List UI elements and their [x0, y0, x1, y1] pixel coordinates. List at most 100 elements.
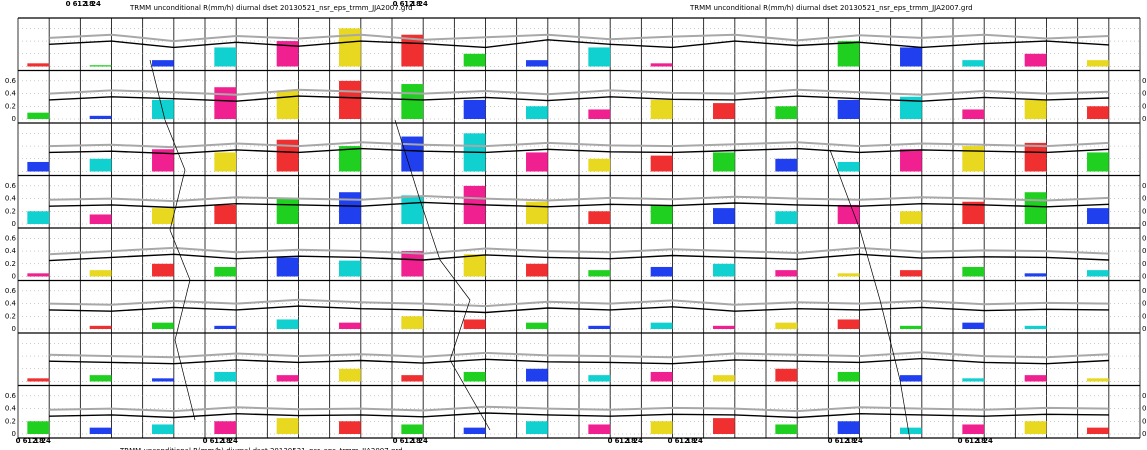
bar [838, 162, 860, 172]
bar [1087, 208, 1109, 224]
bar [775, 369, 797, 382]
bar [526, 323, 548, 329]
bar [214, 372, 236, 382]
x-tick-label: 0 [608, 437, 613, 445]
y-tick-label: 0.6 [1142, 182, 1147, 190]
bar [1025, 326, 1047, 329]
bar [775, 106, 797, 119]
x-tick-label: 0 [393, 0, 398, 8]
x-tick-label: 0 [668, 437, 673, 445]
x-tick-label: 0 [958, 437, 963, 445]
bar [27, 63, 49, 66]
bar [588, 424, 610, 434]
bar [775, 159, 797, 172]
bar [214, 326, 236, 329]
bar [90, 65, 112, 66]
page: TRMM unconditional R(mm/h) diurnal dset … [0, 0, 1147, 450]
bar [713, 418, 735, 434]
y-tick-label: 0 [12, 325, 16, 333]
y-tick-label: 0.4 [1142, 195, 1147, 203]
bar [962, 323, 984, 329]
bar [401, 375, 423, 381]
y-tick-label: 0 [1142, 273, 1146, 281]
bar [339, 81, 361, 119]
bar [838, 205, 860, 224]
bar [713, 208, 735, 224]
y-tick-label: 0.4 [1142, 247, 1147, 255]
bar [464, 428, 486, 434]
bar [214, 205, 236, 224]
bar [900, 326, 922, 329]
bar [588, 326, 610, 329]
bar [277, 319, 299, 329]
bar [339, 323, 361, 329]
y-tick-label: 0.6 [5, 77, 17, 85]
x-tick-label: 24 [983, 437, 993, 445]
bar [401, 84, 423, 119]
y-tick-label: 0.6 [5, 287, 17, 295]
bar [1087, 378, 1109, 381]
bar [27, 162, 49, 172]
y-tick-label: 0 [1142, 430, 1146, 438]
y-tick-label: 0.2 [1142, 207, 1147, 215]
y-tick-label: 0.4 [5, 300, 17, 308]
y-tick-label: 0.2 [1142, 260, 1147, 268]
bar [838, 100, 860, 119]
y-tick-label: 0 [1142, 325, 1146, 333]
bar [526, 264, 548, 277]
bar [277, 418, 299, 434]
y-tick-label: 0.2 [5, 102, 16, 110]
bar [900, 270, 922, 276]
y-tick-label: 0.2 [5, 417, 16, 425]
bar [838, 319, 860, 329]
bar [152, 424, 174, 434]
bar [1025, 143, 1047, 172]
bar [526, 369, 548, 382]
y-tick-label: 0.4 [5, 405, 17, 413]
bar [1025, 100, 1047, 119]
bar [152, 378, 174, 381]
bar [339, 261, 361, 277]
background [0, 0, 1147, 450]
bar [526, 421, 548, 434]
bar [1025, 421, 1047, 434]
bar [838, 421, 860, 434]
bar [900, 375, 922, 381]
bar [651, 267, 673, 277]
bar [588, 211, 610, 224]
bar [775, 323, 797, 329]
bar [277, 375, 299, 381]
bar [588, 109, 610, 119]
chart-title: TRMM unconditional R(mm/h) diurnal dset … [129, 4, 413, 12]
chart-title: TRMM unconditional R(mm/h) diurnal dset … [689, 4, 973, 12]
bar [900, 149, 922, 171]
y-tick-label: 0.6 [5, 392, 17, 400]
bar [775, 270, 797, 276]
y-tick-label: 0.2 [5, 312, 16, 320]
y-tick-label: 0.2 [1142, 102, 1147, 110]
bar [152, 208, 174, 224]
bar [90, 326, 112, 329]
bar [838, 273, 860, 276]
bar [277, 199, 299, 224]
bar [651, 205, 673, 224]
bar [90, 214, 112, 224]
x-tick-label: 0 [828, 437, 833, 445]
bar [464, 100, 486, 119]
y-tick-label: 0.4 [1142, 300, 1147, 308]
bar [588, 47, 610, 66]
x-tick-label: 24 [418, 437, 428, 445]
bar [464, 54, 486, 67]
bar [1025, 54, 1047, 67]
y-tick-label: 0 [12, 115, 16, 123]
y-tick-label: 0.6 [1142, 234, 1147, 242]
bar [651, 323, 673, 329]
bar [152, 264, 174, 277]
bar [1025, 375, 1047, 381]
bar [339, 421, 361, 434]
y-tick-label: 0.4 [1142, 90, 1147, 98]
y-tick-label: 0 [1142, 115, 1146, 123]
bar [152, 323, 174, 329]
bar [214, 47, 236, 66]
bar [214, 267, 236, 277]
